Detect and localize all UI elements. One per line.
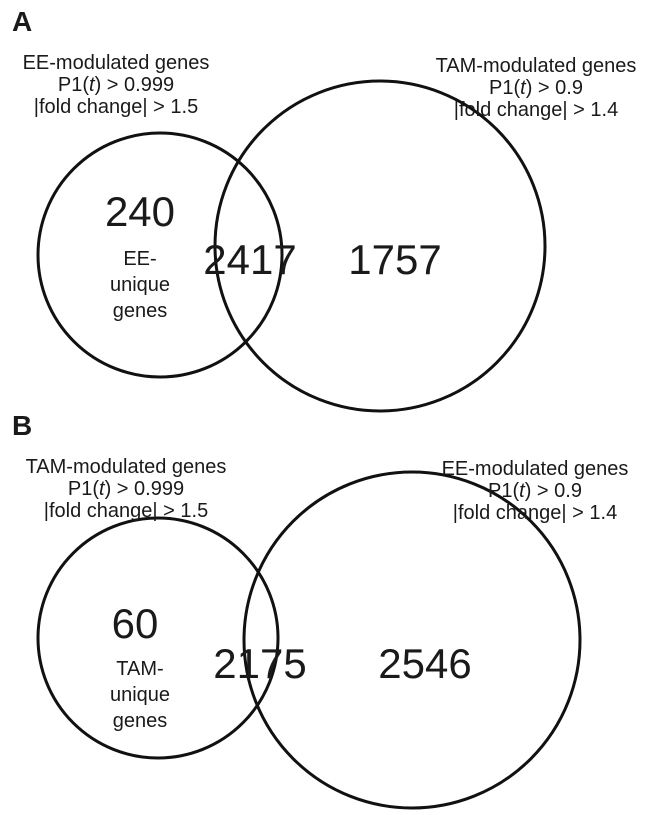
panel-b-left-set-title: TAM-modulated genes xyxy=(25,456,227,478)
panel-a-right-set-label: TAM-modulated genes P1(t) > 0.9 |fold ch… xyxy=(412,55,660,121)
panel-a-right-set-fold-change: |fold change| > 1.4 xyxy=(453,99,619,121)
panel-b-left-set-fold-change: |fold change| > 1.5 xyxy=(43,500,209,522)
panel-a-unique-label-line2: unique xyxy=(109,274,171,296)
panel-a-letter: A xyxy=(12,6,33,37)
panel-a-left-set-label: EE-modulated genes P1(t) > 0.999 |fold c… xyxy=(0,52,232,118)
panel-b-left-set-p-threshold: P1(t) > 0.999 xyxy=(67,478,185,500)
panel-b-overlap-count: 2175 xyxy=(213,640,307,687)
panel-b-left-set-label: TAM-modulated genes P1(t) > 0.999 |fold … xyxy=(0,456,252,522)
panel-b-right-set-title: EE-modulated genes xyxy=(441,458,629,480)
panel-b-right-only-count: 2546 xyxy=(378,640,472,687)
panel-b-right-set-fold-change: |fold change| > 1.4 xyxy=(452,502,618,524)
panel-a-overlap-count: 2417 xyxy=(203,236,297,283)
panel-b-unique-label-line1: TAM- xyxy=(116,658,164,680)
panel-b-left-circle xyxy=(36,516,280,760)
panel-a-unique-label-line1: EE- xyxy=(123,248,157,270)
panel-b-unique-label: TAM- unique genes xyxy=(85,656,195,734)
panel-a-left-set-p-threshold: P1(t) > 0.999 xyxy=(57,74,175,96)
panel-a-unique-label-line3: genes xyxy=(112,300,168,322)
panel-b-unique-label-line2: unique xyxy=(109,684,171,706)
panel-b-right-set-p-threshold: P1(t) > 0.9 xyxy=(488,480,582,502)
panel-a-unique-label: EE- unique genes xyxy=(85,246,195,324)
panel-a-right-set-title: TAM-modulated genes xyxy=(435,55,637,77)
panel-b-right-set-label: EE-modulated genes P1(t) > 0.9 |fold cha… xyxy=(420,458,650,524)
panel-a-left-set-fold-change: |fold change| > 1.5 xyxy=(33,96,199,118)
panel-b-unique-count: 60 xyxy=(111,600,159,647)
panel-b-right-circle xyxy=(242,470,582,810)
panel-a-unique-count: 240 xyxy=(104,188,176,235)
panel-a-left-circle xyxy=(36,131,284,379)
panel-b-unique-label-line3: genes xyxy=(112,710,168,732)
panel-b-letter: B xyxy=(12,410,33,441)
panel-a-right-circle xyxy=(213,79,547,413)
panel-a-right-only-count: 1757 xyxy=(348,236,442,283)
panel-a-right-set-p-threshold: P1(t) > 0.9 xyxy=(489,77,583,99)
panel-a-left-set-title: EE-modulated genes xyxy=(22,52,210,74)
